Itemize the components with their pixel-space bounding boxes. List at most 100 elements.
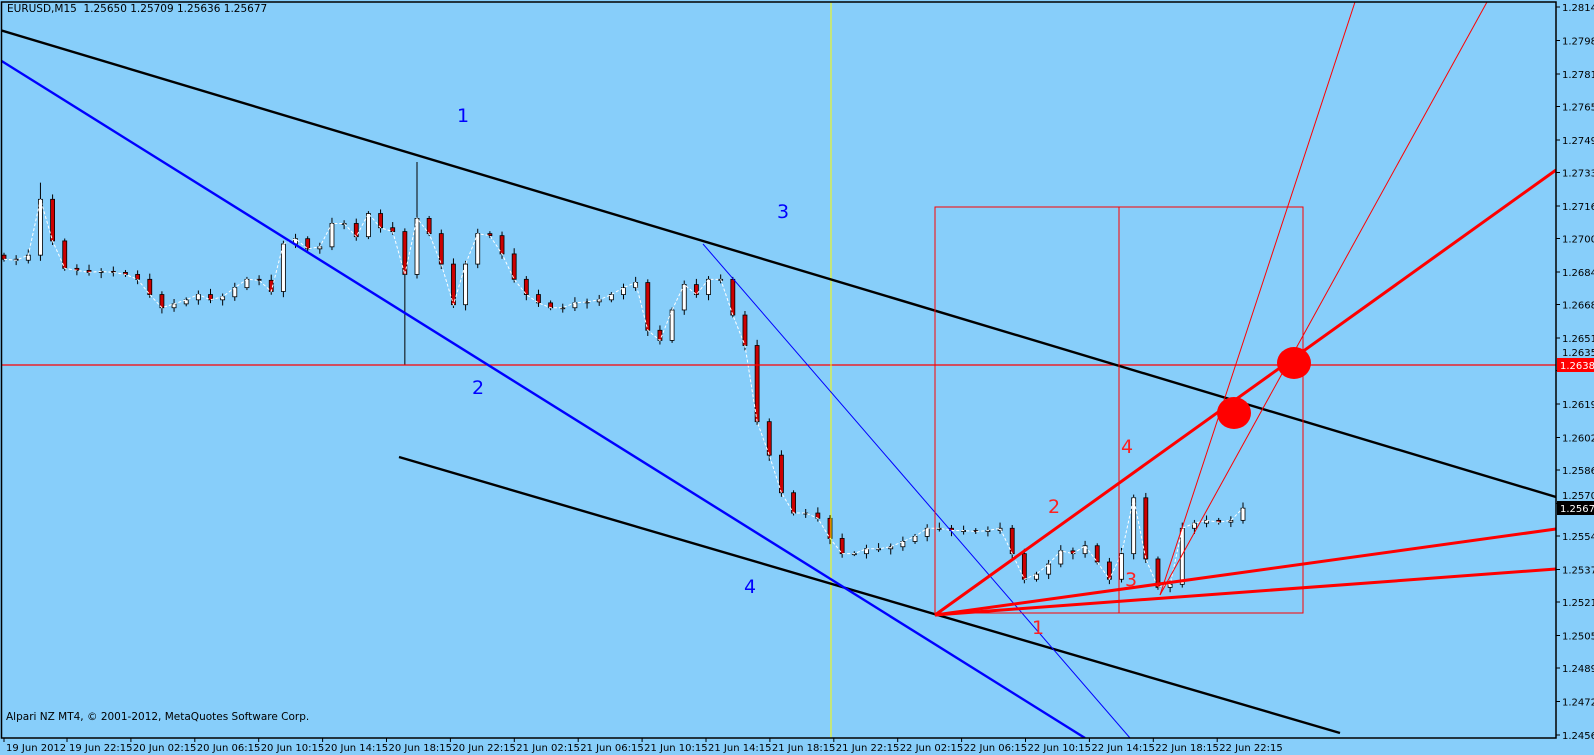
time-tick-label: 22 Jun 22:15 [1219,743,1283,754]
time-tick-label: 22 Jun 02:15 [900,743,964,754]
time-tick-label: 22 Jun 18:15 [1155,743,1219,754]
time-tick-label: 22 Jun 10:15 [1028,743,1092,754]
candle [864,548,869,555]
candle [706,278,711,295]
time-tick-label: 20 Jun 18:15 [389,743,453,754]
price-tick-label: 1.27165 [1562,202,1594,213]
candle [912,535,918,542]
red-target-dot-1[interactable] [1217,397,1251,429]
svg-text:1.25677: 1.25677 [1560,504,1594,515]
candle [693,284,699,295]
candle [657,329,663,341]
drawing-objects: 1 2 3 4 1 2 3 4 [0,2,1556,738]
candle [135,274,141,280]
price-tick-label: 1.26190 [1562,400,1594,411]
upper-trendline-black[interactable] [0,29,1556,499]
candle [414,217,420,275]
candle [305,238,311,250]
candle [645,282,651,331]
candle [1228,519,1234,523]
red-target-dot-2[interactable] [1277,347,1311,379]
candle [499,235,505,255]
time-tick-label: 19 Jun 2012 [6,743,66,754]
price-tick-label: 1.24725 [1562,697,1594,708]
candle [888,546,894,550]
price-tick-label: 1.26025 [1562,434,1594,445]
time-tick-label: 20 Jun 02:15 [133,743,197,754]
candle [1094,545,1100,563]
candle [195,294,201,301]
candle [147,278,153,295]
price-tick-label: 1.25540 [1562,532,1594,543]
candle [50,198,55,242]
wave-label-blue-2: 2 [472,377,484,399]
candle [1009,527,1015,555]
lower-trendline-black[interactable] [398,455,1341,735]
candle [2,254,7,260]
svg-text:1.26382: 1.26382 [1560,361,1594,372]
time-tick-label: 21 Jun 06:15 [580,743,644,754]
trendline-blue-thick[interactable] [0,59,1086,738]
candle [1119,553,1124,580]
candle [791,492,796,514]
candle [183,299,189,305]
price-tick-label: 1.25375 [1562,565,1594,576]
candle [523,278,529,295]
copyright-text: Alpari NZ MT4, © 2001-2012, MetaQuotes S… [6,711,310,723]
candle [536,294,541,304]
time-tick-label: 21 Jun 10:15 [644,743,708,754]
candle [74,267,80,271]
candle [438,233,444,265]
chart-symbol-header: EURUSD,M15 1.25650 1.25709 1.25636 1.256… [7,3,268,15]
candle [402,231,408,275]
candle [669,309,675,341]
wave-label-red-3: 3 [1125,569,1137,591]
price-tick-label: 1.27005 [1562,234,1594,245]
candle [38,198,43,256]
trendline-blue-thin[interactable] [702,243,1131,738]
fan-line-mid-red[interactable] [934,527,1556,617]
time-tick-label: 22 Jun 14:15 [1091,743,1155,754]
time-tick-label: 21 Jun 14:15 [708,743,772,754]
candle [171,303,177,309]
candle [924,527,930,537]
candle [463,263,468,306]
thin-red-line-1[interactable] [1159,2,1356,596]
price-tick-label: 1.25215 [1562,598,1594,609]
horizontal-line-price-label: 1.26382 [1557,358,1594,372]
price-tick-label: 1.27655 [1562,103,1594,114]
price-tick-label: 1.24560 [1562,731,1594,742]
time-axis[interactable]: 19 Jun 2012 19 Jun 22:15 20 Jun 02:15 20 Ju… [3,738,1283,754]
candles-layer [2,161,1246,593]
price-tick-label: 1.26680 [1562,300,1594,311]
candle [1082,545,1088,555]
wave-label-blue-3: 3 [777,201,789,223]
price-tick-label: 1.27815 [1562,70,1594,81]
time-tick-label: 20 Jun 22:15 [452,743,516,754]
price-tick-label: 1.27980 [1562,37,1594,48]
candle [280,243,286,292]
plot-border [0,1,1557,739]
candle [390,227,396,232]
fan-line-flat-red[interactable] [934,567,1556,617]
time-tick-label: 19 Jun 22:15 [69,743,133,754]
price-axis[interactable]: 1.28145 1.27980 1.27815 1.27655 1.27490 1.273… [1556,3,1594,742]
candle [426,217,432,235]
thin-red-line-2[interactable] [1159,2,1488,596]
candle [1240,507,1246,521]
price-tick-label: 1.25865 [1562,466,1594,477]
price-tick-label: 1.24890 [1562,664,1594,675]
candle [839,538,845,555]
candle [1034,573,1039,580]
candle [366,213,371,238]
fan-line-steep-red[interactable] [934,168,1556,617]
price-tick-label: 1.25050 [1562,631,1594,642]
candle [621,287,626,295]
time-tick-label: 21 Jun 02:15 [516,743,580,754]
wave-label-blue-1: 1 [457,105,469,127]
candle [1155,558,1161,588]
time-tick-label: 21 Jun 22:15 [836,743,900,754]
time-tick-label: 21 Jun 18:15 [772,743,836,754]
candle [766,421,772,456]
